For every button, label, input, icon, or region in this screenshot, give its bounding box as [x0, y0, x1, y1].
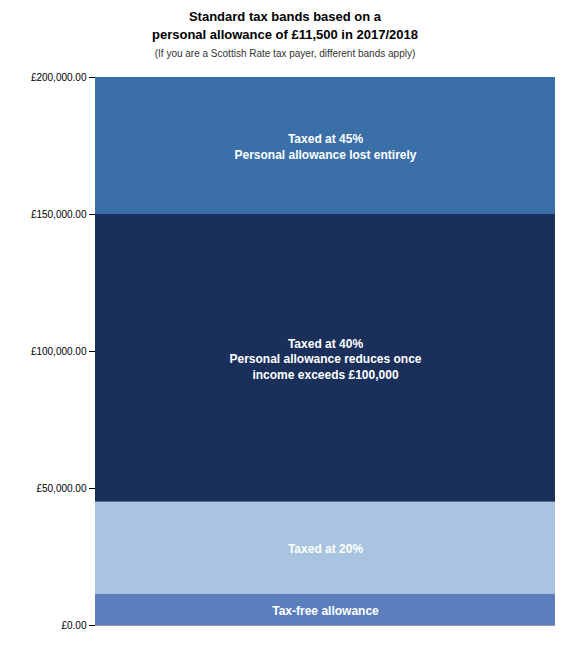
svg-text:Taxed at 45%Personal allowance: Taxed at 45%Personal allowance lost enti… — [234, 133, 416, 163]
svg-text:£0.00: £0.00 — [61, 620, 86, 631]
svg-text:£100,000.00: £100,000.00 — [31, 346, 87, 357]
svg-text:£50,000.00: £50,000.00 — [36, 483, 86, 494]
html-text:Standard tax bands based on a: Standard tax bands based on a personal a… — [152, 9, 418, 43]
svg-text:Taxed at 20%: Taxed at 20% — [288, 542, 363, 556]
html-text:(If you are a Scottish Rate ta: (If you are a Scottish Rate tax payer, d… — [154, 48, 416, 60]
svg-text:£150,000.00: £150,000.00 — [31, 209, 87, 220]
svg-text:Taxed at 40%Personal allowance: Taxed at 40%Personal allowance reduces o… — [229, 337, 421, 382]
svg-text:£200,000.00: £200,000.00 — [31, 72, 87, 83]
svg-text:Tax-free allowance: Tax-free allowance — [272, 604, 379, 618]
